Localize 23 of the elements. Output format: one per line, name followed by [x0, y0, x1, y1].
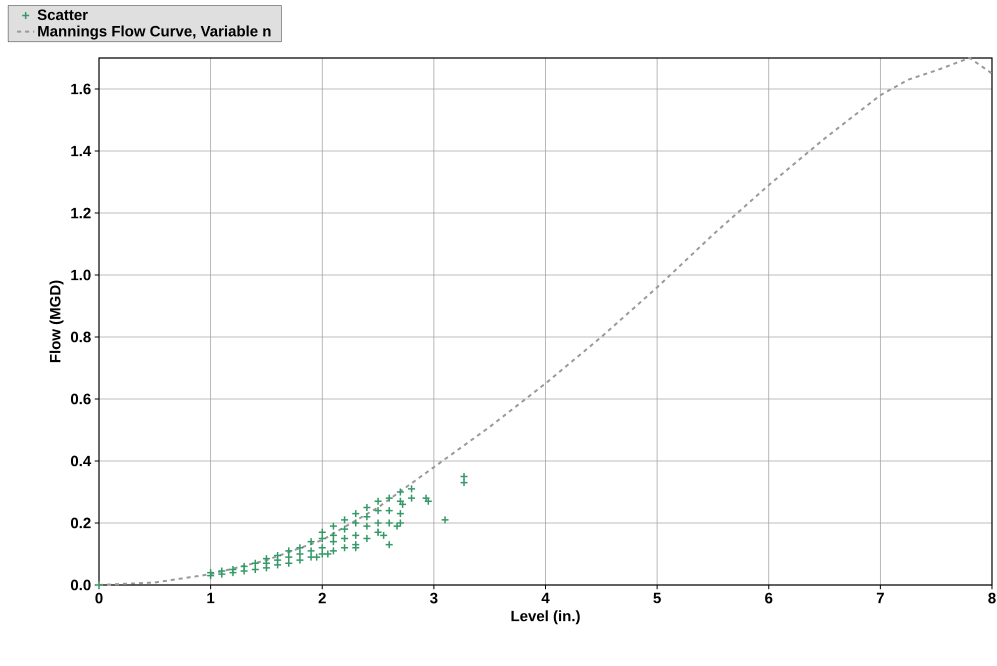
x-tick-label: 0	[95, 592, 103, 604]
x-tick-label: 7	[876, 592, 884, 604]
y-tick-label: 0.4	[70, 456, 92, 466]
x-axis-title: Level (in.)	[511, 610, 580, 624]
x-tick-label: 3	[430, 592, 438, 604]
x-tick-label: 1	[207, 592, 214, 604]
y-tick-label: 1.0	[71, 270, 91, 280]
x-tick-label: 8	[988, 592, 996, 604]
y-axis-title: Flow (MGD)	[50, 280, 64, 362]
x-tick-label: 5	[653, 592, 661, 604]
legend-label: Scatter	[38, 9, 88, 20]
y-tick-label: 1.2	[71, 208, 91, 218]
line-series	[98, 56, 993, 586]
y-tick-label: 0.6	[70, 394, 91, 404]
x-tick-label: 6	[765, 592, 772, 604]
x-tick-label: 4	[542, 592, 550, 604]
legend-label: Mannings Flow Curve, Variable n	[38, 25, 270, 40]
y-tick-label: 1.6	[71, 84, 91, 94]
y-tick-label: 0.8	[70, 332, 91, 342]
y-tick-label: 0.0	[70, 580, 91, 590]
y-tick-label: 0.2	[70, 518, 91, 528]
x-tick-label: 2	[318, 592, 326, 604]
y-tick-label: 1.4	[71, 146, 92, 156]
